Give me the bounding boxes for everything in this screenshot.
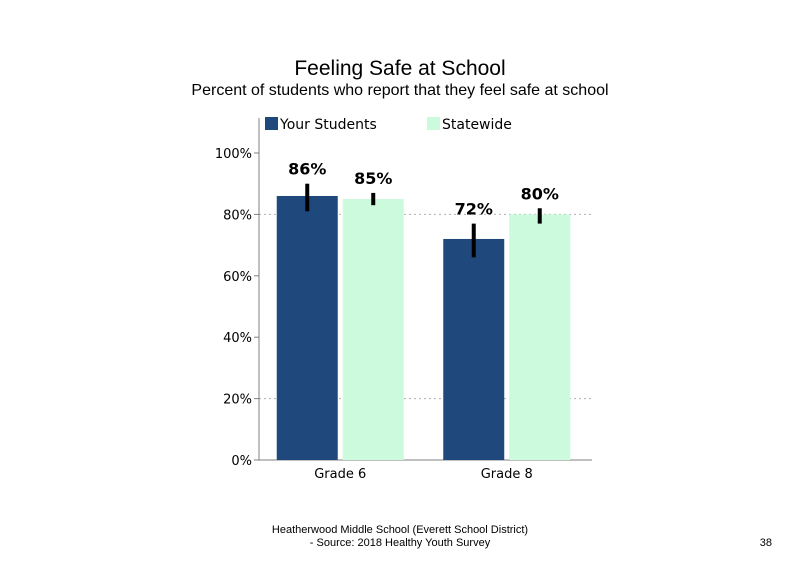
chart-subtitle: Percent of students who report that they… (191, 82, 609, 99)
footer-source-line: - Source: 2018 Healthy Youth Survey (309, 537, 491, 549)
legend-label: Your Students (279, 117, 377, 133)
page-number: 38 (759, 537, 772, 549)
data-label: 85% (354, 169, 392, 188)
chart-title: Feeling Safe at School (294, 57, 506, 80)
footer-school-line: Heatherwood Middle School (Everett Schoo… (271, 524, 529, 536)
data-label: 72% (455, 200, 493, 219)
legend-swatch (265, 117, 278, 130)
y-tick-label: 80% (223, 208, 252, 223)
legend-swatch (427, 117, 440, 130)
bar (342, 199, 404, 461)
data-label: 86% (288, 160, 326, 179)
y-tick-label: 0% (231, 454, 252, 469)
y-tick-label: 40% (223, 331, 252, 346)
y-tick-label: 20% (223, 393, 252, 408)
data-label: 80% (521, 184, 559, 203)
legend-label: Statewide (442, 117, 512, 133)
bar (509, 214, 571, 460)
bar (276, 195, 338, 461)
x-category-label: Grade 6 (314, 467, 366, 482)
footer: Heatherwood Middle School (Everett Schoo… (0, 524, 800, 550)
x-category-label: Grade 8 (481, 467, 533, 482)
y-tick-label: 100% (215, 147, 252, 162)
bar (443, 238, 505, 460)
y-tick-label: 60% (223, 270, 252, 285)
